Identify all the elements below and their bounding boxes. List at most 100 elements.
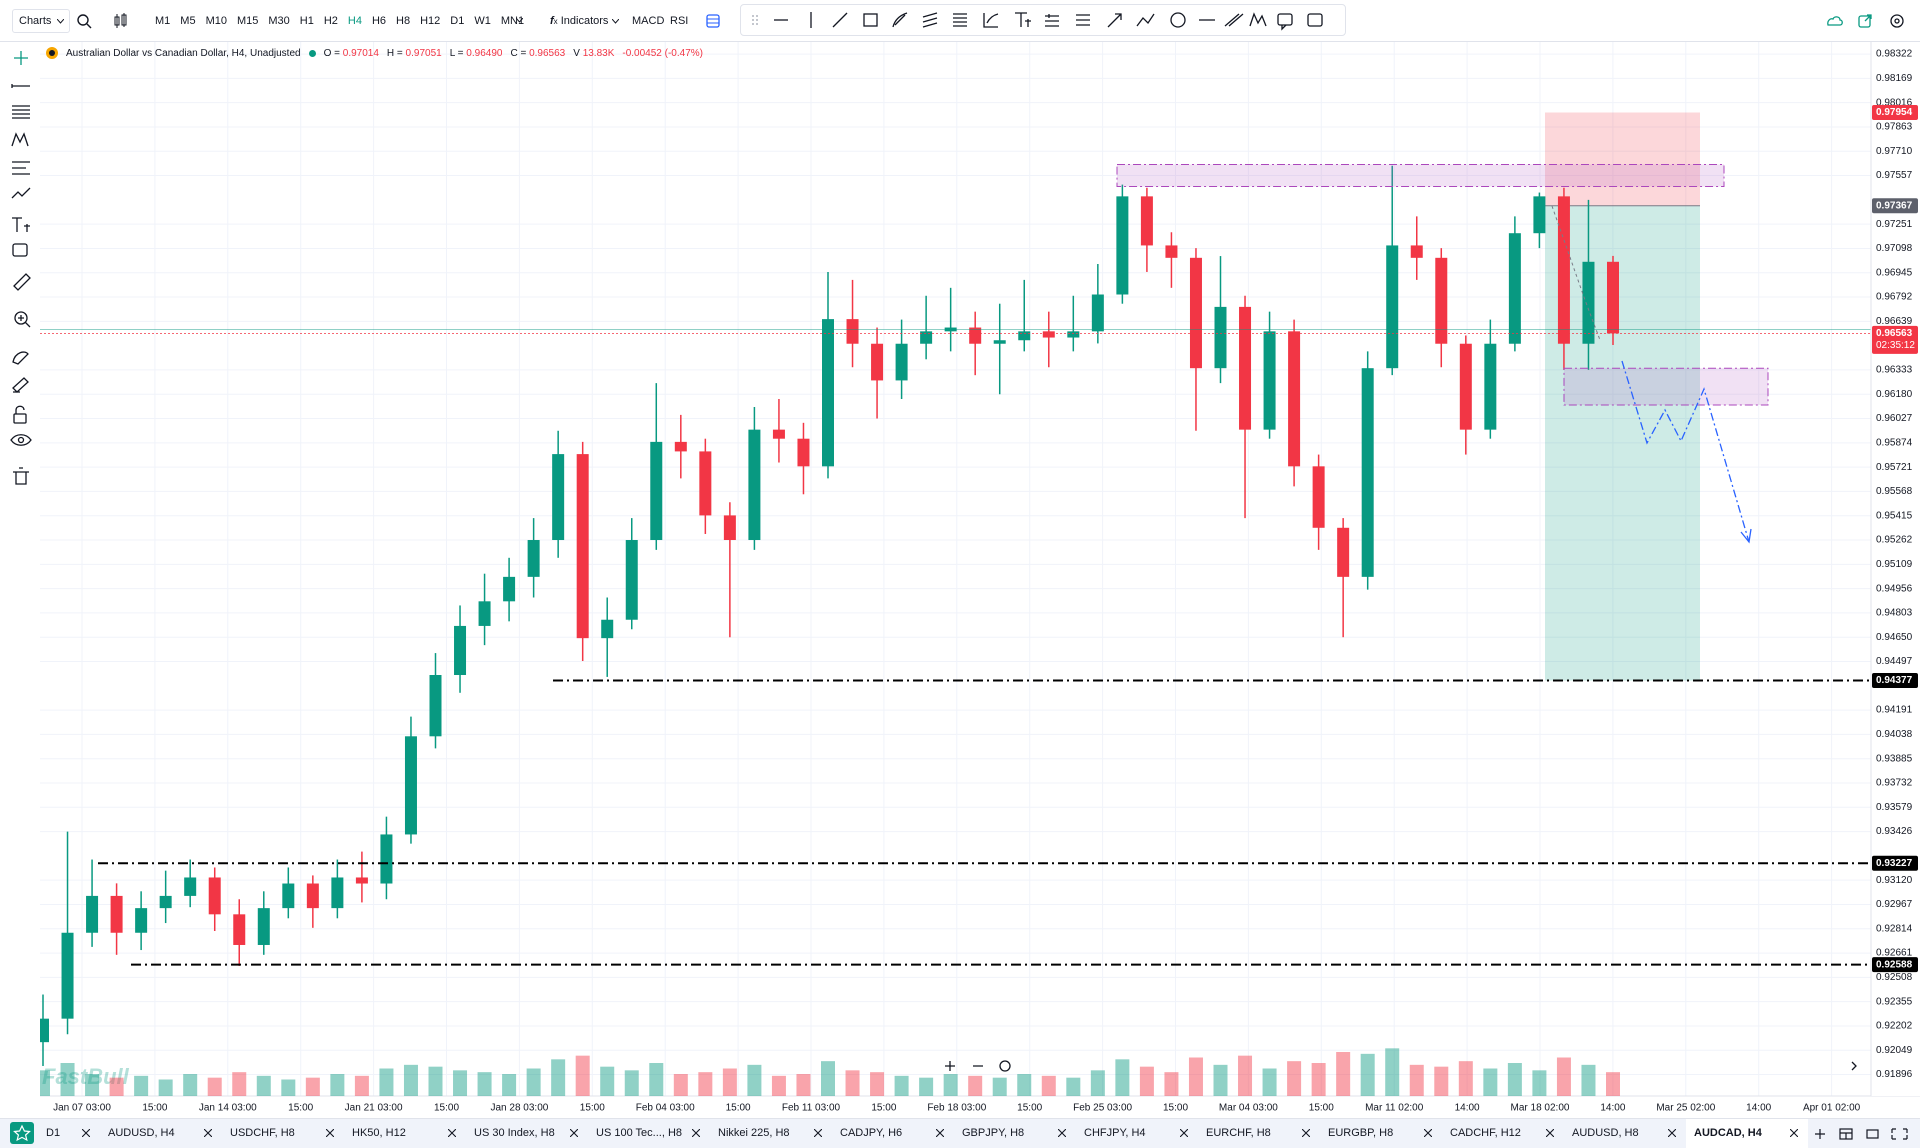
tab-label: GBPJPY, H8 bbox=[962, 1127, 1025, 1139]
tab-close[interactable] bbox=[1668, 1129, 1676, 1137]
timeframe-button[interactable]: M10 bbox=[205, 15, 227, 27]
study-button[interactable]: MACD bbox=[632, 15, 665, 27]
tab[interactable]: AUDUSD, H8 bbox=[1564, 1119, 1686, 1148]
volume-bar bbox=[330, 1074, 345, 1096]
volume-bar bbox=[624, 1070, 639, 1096]
y-tick-label: 0.95415 bbox=[1876, 510, 1913, 521]
tab[interactable]: Nikkei 225, H8 bbox=[710, 1119, 832, 1148]
tab-close[interactable] bbox=[326, 1129, 334, 1137]
timeframe-button[interactable]: H2 bbox=[323, 15, 338, 27]
symbol-name: Australian Dollar vs Canadian Dollar, H4… bbox=[66, 47, 301, 59]
tab-close[interactable] bbox=[1546, 1129, 1554, 1137]
volume-bar bbox=[1556, 1057, 1571, 1096]
charts-menu[interactable]: Charts bbox=[12, 9, 71, 33]
tab-close[interactable] bbox=[814, 1129, 822, 1137]
study-button[interactable]: RSI bbox=[670, 15, 689, 27]
tab-bar: D1 AUDUSD, H4 USDCHF, H8 HK50, H12 US 30 Ind… bbox=[0, 1118, 1920, 1148]
y-tick-label: 0.96333 bbox=[1876, 365, 1913, 376]
menu-label: Charts bbox=[19, 15, 52, 27]
candle-body bbox=[699, 451, 712, 516]
tab-close[interactable] bbox=[936, 1129, 944, 1137]
status-dot bbox=[308, 49, 316, 57]
volume-bar bbox=[600, 1066, 615, 1096]
tab[interactable]: US 30 Index, H8 bbox=[466, 1119, 588, 1148]
tab-close[interactable] bbox=[1302, 1129, 1310, 1137]
tab[interactable]: CHFJPY, H4 bbox=[1076, 1119, 1198, 1148]
volume-bar bbox=[1262, 1068, 1277, 1096]
volume-bar bbox=[673, 1074, 688, 1096]
tab-close[interactable] bbox=[570, 1129, 578, 1137]
tab[interactable]: US 100 Tec..., H8 bbox=[588, 1119, 710, 1148]
tab[interactable]: EURGBP, H8 bbox=[1320, 1119, 1442, 1148]
indicators-button[interactable]: fx Indicators bbox=[550, 12, 619, 30]
tab[interactable]: AUDUSD, H4 bbox=[100, 1119, 222, 1148]
timeframe-button[interactable]: H1 bbox=[299, 15, 314, 27]
left-toolbar[interactable] bbox=[0, 42, 40, 1118]
chart-type-icon[interactable] bbox=[112, 13, 128, 31]
stop-zone bbox=[1545, 112, 1700, 206]
tab-close[interactable] bbox=[82, 1129, 90, 1137]
tab[interactable]: EURCHF, H8 bbox=[1198, 1119, 1320, 1148]
chevron bbox=[611, 18, 619, 24]
candle-body bbox=[110, 895, 123, 933]
tab[interactable]: CADJPY, H6 bbox=[832, 1119, 954, 1148]
timeframe-button[interactable]: H6 bbox=[371, 15, 387, 27]
candle-body bbox=[1312, 466, 1325, 528]
y-tick-label: 0.95874 bbox=[1876, 437, 1913, 448]
volume-bar bbox=[207, 1077, 222, 1096]
tab[interactable]: D1 bbox=[38, 1119, 100, 1148]
zoom-controls[interactable] bbox=[945, 1061, 983, 1071]
tab-label: AUDCAD, H4 bbox=[1694, 1127, 1762, 1139]
top-right-icons[interactable] bbox=[1825, 12, 1915, 30]
timeframe-button[interactable]: H12 bbox=[420, 15, 441, 27]
search-icon[interactable] bbox=[76, 13, 92, 31]
timeframe-button[interactable]: MN1 bbox=[500, 15, 525, 27]
tab[interactable]: AUDCAD, H4 bbox=[1686, 1119, 1808, 1148]
tab-close[interactable] bbox=[448, 1129, 456, 1137]
volume-bar bbox=[747, 1064, 762, 1096]
tab[interactable]: USDCHF, H8 bbox=[222, 1119, 344, 1148]
favorite-button[interactable] bbox=[10, 1122, 34, 1144]
tab-label: EURGBP, H8 bbox=[1328, 1127, 1394, 1139]
volume-bar bbox=[919, 1077, 934, 1096]
timeframe-button[interactable]: W1 bbox=[474, 15, 491, 27]
timeframe-button[interactable]: M1 bbox=[155, 15, 171, 27]
tab[interactable]: CADCHF, H12 bbox=[1442, 1119, 1564, 1148]
reset-button[interactable] bbox=[999, 1060, 1011, 1072]
timeframe-button[interactable]: H4 bbox=[347, 15, 362, 27]
tab-close[interactable] bbox=[1180, 1129, 1188, 1137]
y-tick-label: 0.93732 bbox=[1876, 778, 1913, 789]
x-tick-label: Apr 01 02:00 bbox=[1803, 1103, 1861, 1114]
timeframe-button[interactable]: M5 bbox=[180, 15, 196, 27]
x-tick-label: Mar 25 02:00 bbox=[1656, 1103, 1715, 1114]
timeframe-button[interactable]: M15 bbox=[236, 15, 259, 27]
tab-close[interactable] bbox=[1790, 1129, 1798, 1137]
tab-close[interactable] bbox=[204, 1129, 212, 1137]
tab-close[interactable] bbox=[1424, 1129, 1432, 1137]
scroll-button[interactable] bbox=[1851, 1061, 1857, 1071]
volume-bar bbox=[354, 1075, 369, 1096]
tab-close[interactable] bbox=[692, 1129, 700, 1137]
field-label: L = bbox=[449, 47, 464, 59]
chevron[interactable] bbox=[516, 18, 523, 36]
drawing-tools[interactable] bbox=[741, 5, 1345, 35]
tab-label: HK50, H12 bbox=[352, 1127, 406, 1139]
tab-bar-icons[interactable] bbox=[1815, 1125, 1915, 1143]
timeframe-button[interactable]: D1 bbox=[450, 15, 465, 27]
x-tick-label: 14:00 bbox=[1455, 1103, 1480, 1114]
x-tick-label: 14:00 bbox=[1600, 1103, 1625, 1114]
tab[interactable]: GBPJPY, H8 bbox=[954, 1119, 1076, 1148]
price-badge-label: 0.97367 bbox=[1876, 200, 1913, 211]
ohlc-field: L = 0.96490 bbox=[450, 48, 503, 59]
tab-label: AUDUSD, H8 bbox=[1572, 1127, 1639, 1139]
candle-body bbox=[772, 429, 785, 439]
tab-close[interactable] bbox=[1058, 1129, 1066, 1137]
layout-icon[interactable] bbox=[705, 13, 721, 31]
legend: Australian Dollar vs Canadian Dollar, H4… bbox=[46, 47, 703, 59]
timeframe-button[interactable]: H8 bbox=[396, 15, 411, 27]
volume-bar bbox=[1041, 1075, 1056, 1096]
volume-bar bbox=[1287, 1061, 1302, 1096]
tab[interactable]: HK50, H12 bbox=[344, 1119, 466, 1148]
timeframe-button[interactable]: M30 bbox=[268, 15, 290, 27]
candle-body bbox=[1165, 245, 1178, 258]
